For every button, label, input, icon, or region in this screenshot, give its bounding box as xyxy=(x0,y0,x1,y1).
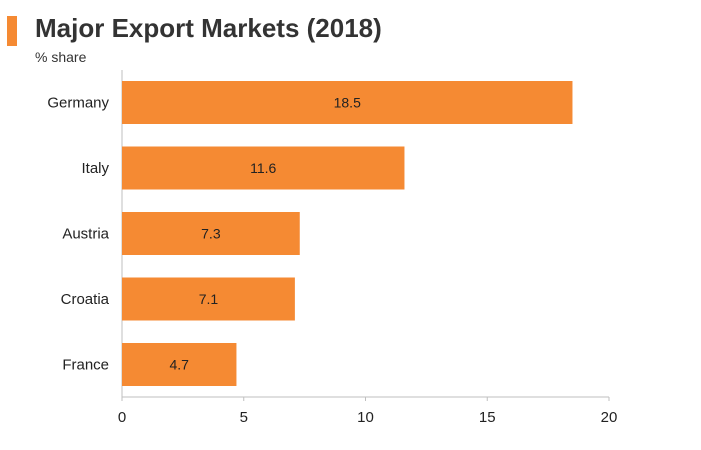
category-label: Austria xyxy=(62,226,109,243)
data-label: 7.3 xyxy=(201,226,221,242)
category-label: Croatia xyxy=(61,291,110,308)
chart-title: Major Export Markets (2018) xyxy=(35,13,382,43)
bar xyxy=(122,343,237,386)
x-tick-label: 5 xyxy=(240,409,248,426)
x-tick-label: 10 xyxy=(357,409,374,426)
category-label: Italy xyxy=(81,160,109,177)
category-label: Germany xyxy=(47,95,109,112)
bar xyxy=(122,81,573,124)
data-label: 18.5 xyxy=(334,95,361,111)
data-label: 7.1 xyxy=(199,291,219,307)
x-tick-label: 0 xyxy=(118,409,126,426)
bar xyxy=(122,277,295,321)
data-label: 11.6 xyxy=(250,160,276,176)
title-accent-bar xyxy=(7,16,17,46)
data-label: 4.7 xyxy=(169,357,189,373)
chart-subtitle: % share xyxy=(35,49,87,65)
bar xyxy=(122,146,405,190)
x-tick-label: 15 xyxy=(479,409,496,426)
category-label: France xyxy=(62,357,109,374)
bar xyxy=(122,212,300,255)
x-tick-label: 20 xyxy=(601,409,618,426)
